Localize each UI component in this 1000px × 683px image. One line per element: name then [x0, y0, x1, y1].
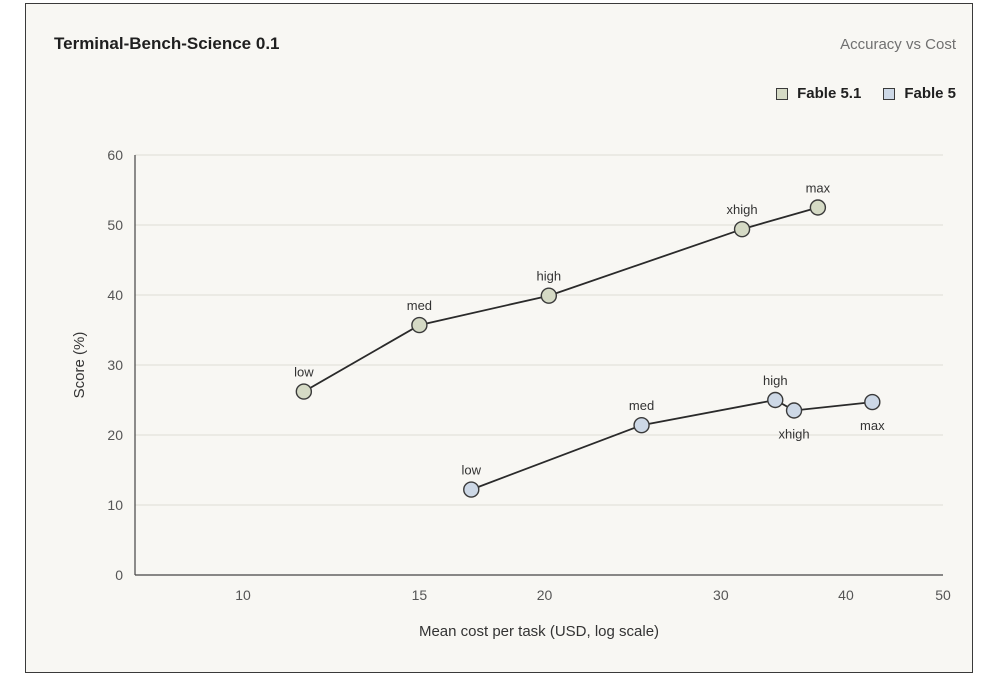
data-point-fable-5-low — [463, 481, 480, 498]
data-point-fable-5-xhigh — [785, 402, 803, 419]
chart-title: Terminal-Bench-Science 0.1 — [54, 34, 280, 53]
data-label-fable-5-med: med — [629, 398, 654, 413]
data-point-fable-5-1-med — [411, 316, 428, 334]
legend: Fable 5.1 Fable 5 — [776, 85, 956, 102]
data-point-fable-5-1-low — [295, 383, 313, 400]
legend-item-fable-5: Fable 5 — [883, 85, 956, 102]
data-label-fable-5-1-med: med — [407, 298, 432, 313]
y-tick-label-10: 10 — [107, 497, 123, 513]
x-tick-label-15: 15 — [412, 587, 428, 603]
data-point-fable-5-1-max — [809, 199, 827, 216]
legend-label-fable-5-1: Fable 5.1 — [797, 85, 862, 102]
y-tick-label-30: 30 — [107, 357, 123, 373]
chart-card: Terminal-Bench-Science 0.1 Accuracy vs C… — [25, 3, 973, 673]
y-tick-label-50: 50 — [107, 217, 123, 233]
data-point-fable-5-1-high — [540, 287, 558, 304]
data-point-fable-5-high — [767, 391, 784, 409]
x-axis-title: Mean cost per task (USD, log scale) — [419, 623, 659, 640]
x-tick-label-40: 40 — [838, 587, 854, 603]
x-tick-label-10: 10 — [235, 587, 251, 603]
x-tick-label-20: 20 — [537, 587, 553, 603]
chart-subtitle: Accuracy vs Cost — [840, 36, 956, 53]
series-line-fable-5 — [470, 399, 873, 491]
legend-label-fable-5: Fable 5 — [904, 85, 956, 102]
legend-swatch-fable-5-1 — [776, 87, 789, 100]
data-label-fable-5-1-max: max — [806, 181, 831, 196]
legend-item-fable-5-1: Fable 5.1 — [776, 85, 861, 102]
x-tick-label-30: 30 — [713, 587, 729, 603]
data-point-fable-5-1-xhigh — [733, 220, 751, 238]
y-tick-label-20: 20 — [107, 427, 123, 443]
x-tick-label-50: 50 — [935, 587, 951, 603]
data-label-fable-5-low: low — [462, 463, 482, 478]
y-tick-label-60: 60 — [107, 147, 123, 163]
legend-swatch-fable-5 — [883, 87, 896, 100]
data-label-fable-5-high: high — [763, 373, 788, 388]
data-label-fable-5-max: max — [860, 418, 885, 433]
data-point-fable-5-med — [633, 417, 650, 434]
data-label-fable-5-1-high: high — [537, 269, 562, 284]
y-axis-title: Score (%) — [71, 332, 88, 399]
data-label-fable-5-xhigh: xhigh — [779, 427, 810, 442]
y-tick-label-40: 40 — [107, 287, 123, 303]
data-label-fable-5-1-xhigh: xhigh — [727, 202, 758, 217]
data-label-fable-5-1-low: low — [294, 365, 314, 380]
data-point-fable-5-max — [864, 393, 881, 411]
y-tick-label-0: 0 — [115, 567, 123, 583]
